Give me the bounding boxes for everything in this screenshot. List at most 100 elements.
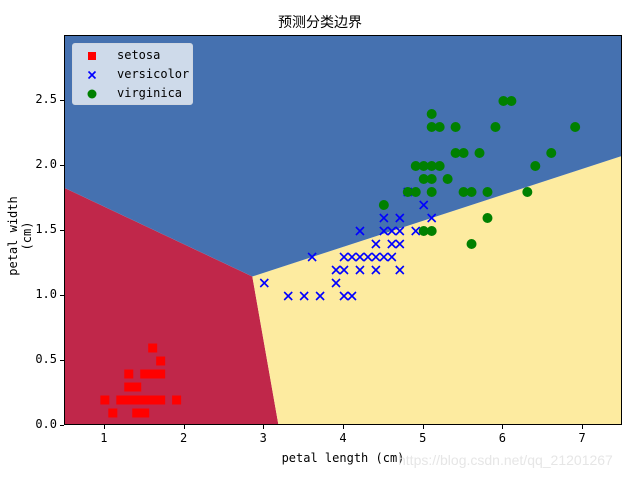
data-point-setosa <box>156 395 166 405</box>
x-tick <box>343 425 344 429</box>
data-point-setosa <box>124 382 134 392</box>
plot-area <box>64 35 622 425</box>
data-point-virginica <box>426 174 437 184</box>
data-point-setosa <box>140 395 150 405</box>
data-point-setosa <box>148 369 158 379</box>
x-marker-icon <box>87 70 97 80</box>
data-point-virginica <box>466 239 477 249</box>
data-point-versicolor <box>379 226 389 236</box>
data-point-virginica <box>482 213 493 223</box>
x-tick <box>183 425 185 429</box>
data-point-setosa <box>148 395 158 405</box>
data-point-setosa <box>124 395 134 405</box>
data-point-setosa <box>132 408 142 418</box>
data-point-virginica <box>426 187 437 197</box>
x-tick-label: 6 <box>498 431 507 445</box>
data-point-versicolor <box>363 252 373 262</box>
y-tick-label: 0.5 <box>35 352 57 366</box>
data-point-versicolor <box>395 239 405 249</box>
data-point-virginica <box>426 122 437 132</box>
data-point-versicolor <box>315 291 325 301</box>
data-point-virginica <box>426 109 437 119</box>
data-point-setosa <box>140 408 150 418</box>
square-marker-icon <box>88 52 96 60</box>
x-tick <box>103 425 105 429</box>
data-point-virginica <box>570 122 581 132</box>
data-point-versicolor <box>283 291 293 301</box>
y-tick <box>60 425 64 426</box>
data-point-versicolor <box>347 291 357 301</box>
y-tick <box>60 165 64 166</box>
data-point-setosa <box>132 382 142 392</box>
x-axis-label: petal length (cm) <box>281 451 405 465</box>
data-point-versicolor <box>331 278 341 288</box>
data-point-versicolor <box>299 291 309 301</box>
data-point-virginica <box>546 148 557 158</box>
x-tick-label: 3 <box>259 431 267 445</box>
data-point-virginica <box>466 187 477 197</box>
data-point-virginica <box>450 148 461 158</box>
data-point-virginica <box>506 96 517 106</box>
data-point-virginica <box>434 122 445 132</box>
legend: setosa versicolor virginica <box>72 43 193 105</box>
data-point-virginica <box>482 187 493 197</box>
data-point-versicolor <box>427 213 437 223</box>
x-tick-label: 2 <box>179 431 188 445</box>
data-point-versicolor <box>371 252 381 262</box>
data-point-setosa <box>156 369 166 379</box>
data-point-virginica <box>426 161 437 171</box>
data-point-virginica <box>378 200 389 210</box>
data-point-versicolor <box>387 226 397 236</box>
data-point-virginica <box>458 148 469 158</box>
data-point-setosa <box>140 369 150 379</box>
data-point-setosa <box>124 369 134 379</box>
circle-marker-icon <box>87 89 97 99</box>
data-point-setosa <box>108 408 118 418</box>
x-tick <box>422 425 424 429</box>
watermark: https://blog.csdn.net/qq_21201267 <box>398 452 613 468</box>
y-tick-label: 2.5 <box>35 92 57 106</box>
region-versicolor <box>252 156 621 424</box>
y-tick <box>60 100 64 101</box>
legend-label: setosa <box>117 48 161 62</box>
data-point-versicolor <box>339 291 349 301</box>
data-point-virginica <box>402 187 413 197</box>
data-point-versicolor <box>339 265 349 275</box>
decision-boundary-plot <box>65 36 621 424</box>
data-point-setosa <box>132 395 142 405</box>
data-point-versicolor <box>379 213 389 223</box>
data-point-virginica <box>418 226 429 236</box>
data-point-versicolor <box>355 252 365 262</box>
y-tick <box>60 360 64 361</box>
legend-item-setosa: setosa <box>73 47 193 65</box>
data-point-virginica <box>474 148 485 158</box>
data-point-versicolor <box>419 200 429 210</box>
data-point-setosa <box>116 395 126 405</box>
data-point-virginica <box>418 161 429 171</box>
region-setosa <box>65 188 279 424</box>
legend-item-versicolor: versicolor <box>73 66 193 84</box>
legend-label: virginica <box>117 86 183 100</box>
data-point-virginica <box>410 161 421 171</box>
data-point-virginica <box>450 122 461 132</box>
y-tick <box>60 295 64 296</box>
data-point-virginica <box>458 187 469 197</box>
data-point-virginica <box>418 174 429 184</box>
data-point-versicolor <box>387 239 397 249</box>
x-tick-label: 5 <box>419 431 427 445</box>
data-point-setosa <box>156 356 166 366</box>
y-tick-label: 0.0 <box>35 417 57 431</box>
data-point-versicolor <box>307 252 317 262</box>
legend-label: versicolor <box>117 67 190 81</box>
data-point-setosa <box>172 395 182 405</box>
data-point-versicolor <box>379 252 389 262</box>
data-point-versicolor <box>355 226 365 236</box>
x-tick-label: 4 <box>339 431 347 445</box>
data-point-setosa <box>148 343 158 353</box>
data-point-virginica <box>530 161 541 171</box>
data-point-versicolor <box>331 265 341 275</box>
data-point-virginica <box>498 96 509 106</box>
data-point-versicolor <box>339 252 349 262</box>
y-tick-label: 2.0 <box>35 157 57 171</box>
y-axis-label: petal width (cm) <box>6 196 34 276</box>
